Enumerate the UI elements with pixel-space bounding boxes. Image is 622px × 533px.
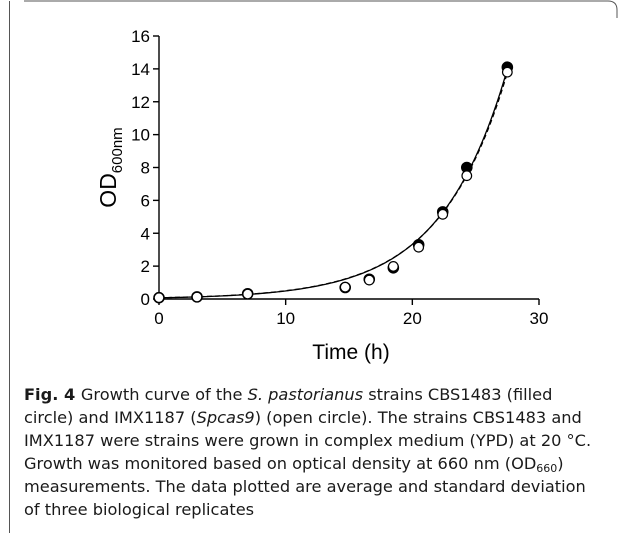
y-tick-label: 12 (131, 93, 150, 112)
y-axis-label: OD600nm (95, 127, 126, 207)
open-circle-point (461, 170, 473, 182)
y-tick-label: 2 (141, 257, 150, 276)
caption-line: IMX1187 were strains were grown in compl… (24, 429, 614, 452)
open-circle-point (501, 66, 513, 78)
y-tick-label: 8 (141, 159, 150, 178)
open-circle-point (339, 281, 351, 293)
y-tick-label: 6 (141, 191, 150, 210)
y-tick-label: 16 (131, 27, 150, 46)
x-tick-label: 10 (276, 309, 295, 328)
y-tick-label: 0 (141, 290, 150, 309)
caption-line: Growth was monitored based on optical de… (24, 452, 614, 475)
x-tick-label: 30 (530, 309, 549, 328)
caption-line: circle) and IMX1187 (Spcas9) (open circl… (24, 406, 614, 429)
y-tick-label: 10 (131, 126, 150, 145)
open-circle-point (191, 291, 203, 303)
caption-italic: S. pastorianus (247, 385, 364, 404)
caption-line: measurements. The data plotted are avera… (24, 475, 614, 498)
caption-text: ) (557, 454, 564, 473)
caption-text: ) (open circle). The strains CBS1483 and (254, 408, 582, 427)
caption-text: strains CBS1483 (filled (363, 385, 553, 404)
caption-text: measurements. The data plotted are avera… (24, 477, 586, 496)
caption-italic: Spcas9 (196, 408, 255, 427)
caption-text: Growth was monitored based on optical de… (24, 454, 537, 473)
caption-text: circle) and IMX1187 ( (24, 408, 197, 427)
open-circle-point (242, 288, 254, 300)
figure-caption: Fig. 4 Growth curve of the S. pastorianu… (24, 383, 614, 521)
fit-curve-series-2 (158, 68, 510, 299)
caption-line: of three biological replicates (24, 498, 614, 521)
open-circle-point (363, 274, 375, 286)
x-tick-label: 20 (403, 309, 422, 328)
caption-text: of three biological replicates (24, 500, 255, 519)
caption-text: Growth curve of the (80, 385, 248, 404)
y-axis-label-subscript: 600nm (109, 127, 126, 173)
open-circle-point (387, 261, 399, 272)
figure-label: Fig. 4 (24, 385, 81, 404)
y-axis-label-main: OD (95, 173, 121, 208)
caption-text: IMX1187 were strains were grown in compl… (24, 431, 592, 450)
fit-curve-series-1 (158, 64, 510, 299)
caption-subscript: 660 (536, 462, 558, 475)
open-circle-point (437, 208, 449, 220)
x-tick-label: 0 (154, 309, 163, 328)
caption-line: Fig. 4 Growth curve of the S. pastorianu… (24, 383, 614, 406)
open-circle-point (413, 241, 425, 253)
x-axis-label: Time (h) (312, 341, 389, 364)
growth-chart: 0 2 4 6 8 10 12 14 16 0 10 20 30 Time (h) OD600nm (95, 27, 549, 364)
y-tick-label: 4 (141, 224, 150, 243)
open-circle-point (153, 292, 165, 304)
y-tick-label: 14 (131, 60, 150, 79)
